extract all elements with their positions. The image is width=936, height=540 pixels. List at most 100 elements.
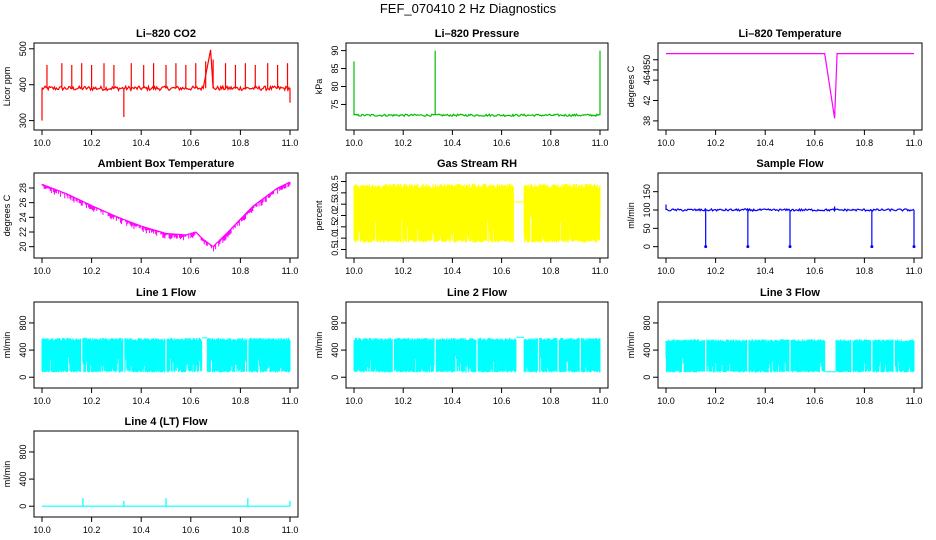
x-tick-label: 10.2 bbox=[707, 266, 725, 276]
x-tick-label: 10.0 bbox=[33, 266, 51, 276]
panel-title: Ambient Box Temperature bbox=[98, 158, 235, 170]
data-band bbox=[665, 339, 915, 373]
data-line bbox=[666, 53, 914, 119]
panel-rh: Gas Stream RH percent 10.0 10.2 10.4 10.6 10.8… bbox=[314, 158, 609, 276]
panel-sample: Sample Flow ml/min 10.0 10.2 10.4 10.6 10.8 11.… bbox=[626, 158, 923, 276]
data-point bbox=[870, 245, 874, 249]
x-tick-label: 11.0 bbox=[282, 266, 299, 276]
series-line1 bbox=[41, 337, 291, 373]
y-tick-label: 42 bbox=[642, 96, 652, 106]
panel-title: Line 1 Flow bbox=[136, 287, 196, 299]
data-point bbox=[746, 245, 750, 249]
x-tick-label: 10.8 bbox=[232, 266, 250, 276]
plot-frame bbox=[657, 172, 923, 259]
x-tick-label: 10.4 bbox=[132, 396, 150, 406]
panel-title: Line 4 (LT) Flow bbox=[125, 416, 208, 428]
panel-ambient: Ambient Box Temperature degrees C 10.0 10.2… bbox=[2, 158, 299, 276]
y-tick-label: 0 bbox=[330, 375, 340, 380]
y-axis-label: ml/min bbox=[626, 202, 636, 229]
y-tick-label: 800 bbox=[330, 315, 340, 330]
panel-temp: Li–820 Temperature degrees C 10.0 10.2 10.4 1… bbox=[626, 28, 923, 148]
x-tick-label: 10.4 bbox=[756, 396, 774, 406]
panel-line3: Line 3 Flow ml/min 10.0 10.2 10.4 10.6 10.8 11.… bbox=[626, 287, 923, 406]
x-tick-label: 11.0 bbox=[906, 396, 923, 406]
y-tick-label: 85 bbox=[330, 64, 340, 74]
y-tick-label: 28 bbox=[18, 183, 28, 193]
x-tick-label: 10.4 bbox=[132, 525, 150, 535]
series-ambient bbox=[41, 181, 291, 252]
x-tick-label: 10.4 bbox=[756, 266, 774, 276]
y-tick-label: 22 bbox=[18, 227, 28, 237]
plot-frame bbox=[657, 301, 923, 389]
x-tick-label: 10.8 bbox=[542, 266, 560, 276]
y-tick-label: 50 bbox=[642, 55, 652, 65]
data-line bbox=[353, 113, 601, 118]
x-tick-label: 10.6 bbox=[182, 396, 200, 406]
y-tick-label: 24 bbox=[18, 212, 28, 222]
x-tick-label: 10.8 bbox=[856, 396, 874, 406]
x-tick-label: 10.2 bbox=[707, 138, 725, 148]
x-tick-label: 10.4 bbox=[132, 138, 150, 148]
x-tick-label: 10.6 bbox=[493, 138, 511, 148]
plot-frame bbox=[657, 42, 923, 131]
y-tick-label: 90 bbox=[330, 46, 340, 56]
x-tick-label: 10.8 bbox=[542, 396, 560, 406]
y-axis-label: degrees C bbox=[626, 65, 636, 107]
y-axis-label: ml/min bbox=[314, 332, 324, 359]
y-tick-label: 0 bbox=[642, 244, 652, 249]
y-tick-label: 800 bbox=[18, 315, 28, 330]
x-tick-label: 10.6 bbox=[182, 266, 200, 276]
x-tick-label: 10.2 bbox=[83, 138, 101, 148]
x-tick-label: 10.0 bbox=[657, 138, 675, 148]
x-tick-label: 10.6 bbox=[806, 138, 824, 148]
series-co2 bbox=[41, 49, 291, 121]
x-tick-label: 10.8 bbox=[856, 266, 874, 276]
y-tick-label: 500 bbox=[18, 41, 28, 56]
plot-frame bbox=[33, 42, 299, 131]
y-axis-label: ml/min bbox=[2, 461, 12, 488]
y-tick-label: 150 bbox=[642, 184, 652, 199]
y-axis-label: degrees C bbox=[2, 194, 12, 236]
panel-title: Li–820 Pressure bbox=[435, 28, 519, 40]
panel-title: Li–820 Temperature bbox=[738, 28, 841, 40]
series-rh bbox=[353, 183, 601, 243]
plot-frame bbox=[33, 301, 299, 389]
y-tick-label: 400 bbox=[18, 77, 28, 92]
panel-co2: Li–820 CO2 Licor ppm 10.0 10.2 10.4 10.6 10.8 1… bbox=[2, 28, 299, 148]
x-tick-label: 10.2 bbox=[83, 525, 101, 535]
series-temp bbox=[666, 53, 914, 119]
plot-frame bbox=[33, 172, 299, 259]
data-band bbox=[353, 183, 601, 243]
x-tick-label: 11.0 bbox=[906, 266, 923, 276]
x-tick-label: 10.2 bbox=[83, 396, 101, 406]
y-tick-label: 800 bbox=[18, 444, 28, 459]
panel-title: Line 3 Flow bbox=[760, 287, 820, 299]
panel-title: Line 2 Flow bbox=[447, 287, 507, 299]
x-tick-label: 10.8 bbox=[232, 525, 250, 535]
x-tick-label: 10.0 bbox=[657, 266, 675, 276]
series-sample bbox=[665, 204, 916, 249]
x-tick-label: 10.2 bbox=[394, 138, 412, 148]
panel-line1: Line 1 Flow ml/min 10.0 10.2 10.4 10.6 10.8 11.… bbox=[2, 287, 299, 406]
y-tick-label: 48 bbox=[642, 65, 652, 75]
x-tick-label: 10.8 bbox=[856, 138, 874, 148]
y-tick-label: 400 bbox=[330, 343, 340, 358]
x-tick-label: 10.6 bbox=[182, 138, 200, 148]
y-tick-label: 400 bbox=[18, 472, 28, 487]
y-tick-label: 75 bbox=[330, 99, 340, 109]
x-tick-label: 10.8 bbox=[232, 138, 250, 148]
x-tick-label: 10.4 bbox=[444, 266, 462, 276]
x-tick-label: 10.0 bbox=[33, 525, 51, 535]
y-tick-label: 0 bbox=[18, 504, 28, 509]
x-tick-label: 10.2 bbox=[394, 266, 412, 276]
y-tick-label: 0 bbox=[642, 375, 652, 380]
y-axis-label: ml/min bbox=[2, 332, 12, 359]
y-tick-label: 100 bbox=[642, 202, 652, 217]
series-line4 bbox=[42, 498, 291, 507]
y-tick-label: 46 bbox=[642, 75, 652, 85]
figure-title: FEF_070410 2 Hz Diagnostics bbox=[379, 1, 557, 16]
data-band bbox=[353, 336, 601, 373]
y-tick-label: 2.5 bbox=[330, 198, 340, 211]
x-tick-label: 10.4 bbox=[444, 138, 462, 148]
y-axis-label: Licor ppm bbox=[2, 67, 12, 107]
